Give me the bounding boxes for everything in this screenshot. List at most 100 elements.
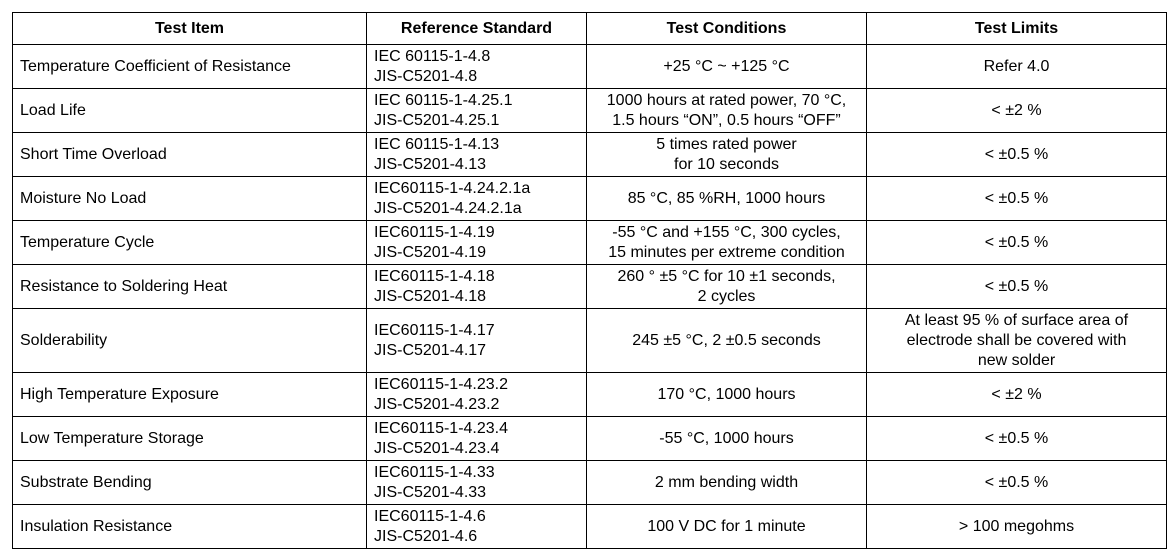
cell-line: IEC60115-1-4.23.2 <box>374 375 509 393</box>
cell-line: IEC60115-1-4.23.4 <box>374 419 509 437</box>
table-cell: Refer 4.0 <box>866 44 1167 89</box>
column-header: Test Limits <box>866 12 1167 45</box>
table-row: Temperature Coefficient of Resistance IEC… <box>12 44 1167 89</box>
table-row: Substrate Bending IEC60115-1-4.33 JIS-C520… <box>12 460 1167 505</box>
cell-line: 170 °C, 1000 hours <box>657 385 796 403</box>
cell-line: Resistance to Soldering Heat <box>20 277 228 295</box>
cell-line: +25 °C ~ +125 °C <box>663 57 790 75</box>
table-cell: IEC60115-1-4.23.4 JIS-C5201-4.23.4 <box>366 416 587 461</box>
cell-line: JIS-C5201-4.23.2 <box>374 395 500 413</box>
cell-line: -55 °C, 1000 hours <box>659 429 794 447</box>
table-row: Short Time Overload IEC 60115-1-4.13 JIS-C… <box>12 132 1167 177</box>
table-cell: < ±0.5 % <box>866 220 1167 265</box>
table-cell: 85 °C, 85 %RH, 1000 hours <box>586 176 867 221</box>
table-cell: Resistance to Soldering Heat <box>12 264 367 309</box>
cell-line: IEC60115-1-4.18 <box>374 267 495 285</box>
cell-line: Short Time Overload <box>20 145 167 163</box>
table-row: Temperature Cycle IEC60115-1-4.19 JIS-C520… <box>12 220 1167 265</box>
cell-line: JIS-C5201-4.19 <box>374 243 487 261</box>
cell-line: JIS-C5201-4.23.4 <box>374 439 500 457</box>
cell-line: 1000 hours at rated power, 70 °C, <box>606 91 847 109</box>
cell-line: JIS-C5201-4.24.2.1a <box>374 199 522 217</box>
cell-line: < ±0.5 % <box>984 189 1049 207</box>
table-cell: IEC60115-1-4.19 JIS-C5201-4.19 <box>366 220 587 265</box>
cell-line: 260 ° ±5 °C for 10 ±1 seconds, <box>617 267 836 285</box>
cell-line: Temperature Cycle <box>20 233 155 251</box>
header-row: Test Item Reference Standard Test Conditio… <box>12 12 1167 45</box>
cell-line: IEC60115-1-4.33 <box>374 463 495 481</box>
table-cell: Load Life <box>12 88 367 133</box>
cell-line: for 10 seconds <box>674 155 779 173</box>
table-row: High Temperature Exposure IEC60115-1-4.23… <box>12 372 1167 417</box>
column-header: Reference Standard <box>366 12 587 45</box>
cell-line: IEC60115-1-4.6 <box>374 507 486 525</box>
cell-line: new solder <box>977 351 1056 369</box>
table-cell: Short Time Overload <box>12 132 367 177</box>
cell-line: Insulation Resistance <box>20 517 173 535</box>
table-cell: 100 V DC for 1 minute <box>586 504 867 549</box>
cell-line: 85 °C, 85 %RH, 1000 hours <box>627 189 826 207</box>
table-cell: IEC60115-1-4.17 JIS-C5201-4.17 <box>366 308 587 373</box>
table-cell: 1000 hours at rated power, 70 °C, 1.5 hou… <box>586 88 867 133</box>
cell-line: Moisture No Load <box>20 189 147 207</box>
table-cell: Temperature Cycle <box>12 220 367 265</box>
cell-line: JIS-C5201-4.18 <box>374 287 487 305</box>
cell-line: 1.5 hours “ON”, 0.5 hours “OFF” <box>612 111 841 129</box>
table-cell: 2 mm bending width <box>586 460 867 505</box>
cell-line: JIS-C5201-4.13 <box>374 155 487 173</box>
table-row: Moisture No Load IEC60115-1-4.24.2.1a JIS-… <box>12 176 1167 221</box>
table-cell: > 100 megohms <box>866 504 1167 549</box>
cell-line: 245 ±5 °C, 2 ±0.5 seconds <box>632 331 821 349</box>
column-header: Test Item <box>12 12 367 45</box>
cell-line: < ±2 % <box>991 101 1042 119</box>
cell-line: < ±0.5 % <box>984 233 1049 251</box>
cell-line: IEC 60115-1-4.25.1 <box>374 91 513 109</box>
cell-line: < ±0.5 % <box>984 277 1049 295</box>
table-cell: Solderability <box>12 308 367 373</box>
cell-line: Solderability <box>20 331 108 349</box>
cell-line: -55 °C and +155 °C, 300 cycles, <box>612 223 841 241</box>
table-cell: IEC60115-1-4.6 JIS-C5201-4.6 <box>366 504 587 549</box>
table-row: Insulation Resistance IEC60115-1-4.6 JIS-C… <box>12 504 1167 549</box>
table-cell: IEC 60115-1-4.8 JIS-C5201-4.8 <box>366 44 587 89</box>
table-cell: Insulation Resistance <box>12 504 367 549</box>
cell-line: 2 cycles <box>697 287 756 305</box>
table-cell: 260 ° ±5 °C for 10 ±1 seconds, 2 cycles <box>586 264 867 309</box>
cell-line: At least 95 % of surface area of <box>904 311 1129 329</box>
table-cell: IEC60115-1-4.24.2.1a JIS-C5201-4.24.2.1a <box>366 176 587 221</box>
table-row: Load Life IEC 60115-1-4.25.1 JIS-C5201-4.2… <box>12 88 1167 133</box>
cell-line: Low Temperature Storage <box>20 429 204 447</box>
cell-line: < ±2 % <box>991 385 1042 403</box>
table-row: Low Temperature Storage IEC60115-1-4.23.4… <box>12 416 1167 461</box>
table-cell: 5 times rated power for 10 seconds <box>586 132 867 177</box>
cell-line: 2 mm bending width <box>654 473 799 491</box>
table-cell: < ±0.5 % <box>866 176 1167 221</box>
table-cell: < ±0.5 % <box>866 264 1167 309</box>
table-cell: IEC 60115-1-4.25.1 JIS-C5201-4.25.1 <box>366 88 587 133</box>
cell-line: JIS-C5201-4.17 <box>374 341 487 359</box>
table-cell: IEC60115-1-4.18 JIS-C5201-4.18 <box>366 264 587 309</box>
table-cell: IEC 60115-1-4.13 JIS-C5201-4.13 <box>366 132 587 177</box>
column-header: Test Conditions <box>586 12 867 45</box>
cell-line: 15 minutes per extreme condition <box>608 243 845 261</box>
table-cell: IEC60115-1-4.33 JIS-C5201-4.33 <box>366 460 587 505</box>
table-cell: Low Temperature Storage <box>12 416 367 461</box>
table-cell: < ±0.5 % <box>866 460 1167 505</box>
table-cell: 245 ±5 °C, 2 ±0.5 seconds <box>586 308 867 373</box>
table-row: Resistance to Soldering Heat IEC60115-1-4… <box>12 264 1167 309</box>
table-cell: < ±2 % <box>866 88 1167 133</box>
cell-line: Load Life <box>20 101 86 119</box>
table-cell: +25 °C ~ +125 °C <box>586 44 867 89</box>
cell-line: Substrate Bending <box>20 473 152 491</box>
test-table: Test Item Reference Standard Test Conditio… <box>12 12 1167 549</box>
cell-line: < ±0.5 % <box>984 473 1049 491</box>
cell-line: IEC60115-1-4.17 <box>374 321 495 339</box>
cell-line: IEC 60115-1-4.13 <box>374 135 500 153</box>
table-cell: Substrate Bending <box>12 460 367 505</box>
cell-line: Temperature Coefficient of Resistance <box>20 57 291 75</box>
table-body: Temperature Coefficient of Resistance IEC… <box>12 44 1167 549</box>
cell-line: JIS-C5201-4.33 <box>374 483 487 501</box>
table-cell: < ±0.5 % <box>866 132 1167 177</box>
table-cell: Temperature Coefficient of Resistance <box>12 44 367 89</box>
